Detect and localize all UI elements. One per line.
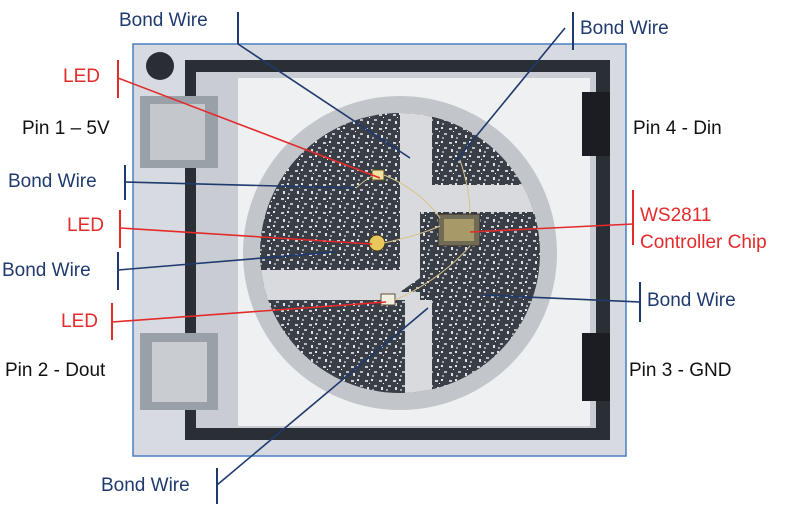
- led-label-bottom: LED: [61, 311, 98, 332]
- led-photo: [132, 43, 627, 457]
- led-label-middle: LED: [67, 215, 104, 236]
- bond-wire-label-left-lower: Bond Wire: [2, 260, 91, 281]
- bond-wire-label-bottom: Bond Wire: [101, 475, 190, 496]
- pin2-label: Pin 2 - Dout: [5, 360, 106, 381]
- orientation-mark: [146, 52, 174, 80]
- led-label-top: LED: [63, 66, 100, 87]
- bond-wire-label-top-left: Bond Wire: [119, 10, 208, 31]
- pin3-label: Pin 3 - GND: [629, 360, 732, 381]
- pin1-label: Pin 1 – 5V: [22, 118, 110, 139]
- pin3-pad: [582, 333, 610, 401]
- pin4-pad: [582, 92, 610, 156]
- ws2811-die: [444, 219, 474, 241]
- led-bottom: [380, 293, 396, 306]
- bond-wire-label-top-right: Bond Wire: [580, 18, 669, 39]
- ws2811-chip-label: WS2811 Controller Chip: [640, 202, 767, 256]
- pin2-metal: [152, 342, 207, 402]
- leadframe-gap: [260, 113, 540, 393]
- bond-wire-label-right: Bond Wire: [647, 290, 736, 311]
- ws2811-label-line1: WS2811: [640, 205, 712, 226]
- bond-wires: [355, 159, 471, 301]
- pin4-label: Pin 4 - Din: [633, 118, 722, 139]
- bond-wire-label-left-upper: Bond Wire: [8, 171, 97, 192]
- pin1-metal: [150, 104, 205, 160]
- led-middle: [368, 234, 386, 252]
- ws2811-label-line2: Controller Chip: [640, 232, 767, 253]
- callout-lines: [111, 12, 641, 504]
